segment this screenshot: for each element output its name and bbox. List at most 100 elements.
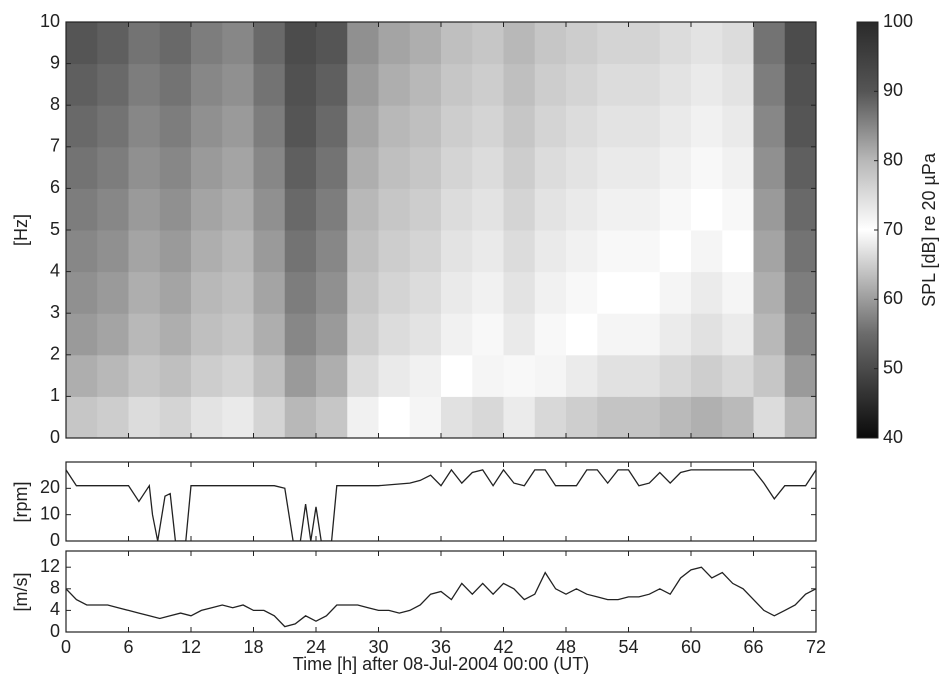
x-tick-label: 6 bbox=[123, 637, 133, 657]
y-tick-label: 10 bbox=[40, 503, 60, 523]
heatmap-cell bbox=[597, 313, 629, 356]
heatmap-cell bbox=[566, 105, 598, 148]
heatmap-cell bbox=[691, 22, 723, 65]
heatmap-cell bbox=[159, 105, 192, 148]
heatmap-cell bbox=[659, 63, 692, 106]
heatmap-cell bbox=[253, 313, 286, 356]
heatmap-cell bbox=[753, 313, 786, 356]
heatmap-cell bbox=[503, 230, 536, 273]
heatmap-cell bbox=[784, 313, 816, 356]
heatmap-cell bbox=[441, 105, 473, 148]
heatmap-cell bbox=[159, 313, 192, 356]
heatmap-cell bbox=[66, 230, 98, 273]
plot-frame bbox=[65, 461, 817, 542]
line-series bbox=[66, 468, 816, 541]
heatmap-cell bbox=[97, 188, 129, 231]
heatmap-cell bbox=[534, 188, 567, 231]
heatmap-cell bbox=[628, 105, 661, 148]
heatmap-cell bbox=[472, 313, 504, 356]
x-tick-label: 66 bbox=[743, 637, 763, 657]
heatmap-cell bbox=[503, 63, 536, 106]
heatmap-cell bbox=[284, 271, 317, 314]
x-axis-label: Time [h] after 08-Jul-2004 00:00 (UT) bbox=[293, 654, 589, 674]
heatmap-cell bbox=[378, 354, 411, 397]
heatmap-cell bbox=[409, 63, 442, 106]
heatmap-cell bbox=[159, 188, 192, 231]
heatmap-cell bbox=[659, 271, 692, 314]
heatmap-cell bbox=[691, 271, 723, 314]
heatmap-cell bbox=[722, 63, 754, 106]
y-tick-label: 3 bbox=[50, 302, 60, 322]
heatmap-cell bbox=[441, 146, 473, 189]
x-tick-label: 36 bbox=[431, 637, 451, 657]
colorbar-tick-label: 90 bbox=[883, 80, 903, 100]
heatmap-cell bbox=[222, 188, 254, 231]
heatmap-cell bbox=[191, 188, 223, 231]
heatmap-cell bbox=[97, 63, 129, 106]
heatmap-cell bbox=[316, 271, 348, 314]
heatmap-cell bbox=[753, 22, 786, 65]
heatmap-cell bbox=[753, 230, 786, 273]
heatmap-cell bbox=[722, 313, 754, 356]
heatmap-cell bbox=[378, 313, 411, 356]
heatmap-cell bbox=[722, 22, 754, 65]
heatmap-cell bbox=[722, 230, 754, 273]
heatmap-cell bbox=[159, 63, 192, 106]
heatmap-cell bbox=[128, 146, 161, 189]
heatmap-cell bbox=[347, 105, 379, 148]
colorbar-tick-label: 60 bbox=[883, 288, 903, 308]
heatmap-cell bbox=[66, 188, 98, 231]
y-tick-label: 0 bbox=[50, 530, 60, 550]
heatmap-cell bbox=[441, 313, 473, 356]
line-series bbox=[66, 566, 816, 628]
x-tick-label: 30 bbox=[368, 637, 388, 657]
heatmap-cell bbox=[691, 105, 723, 148]
heatmap-cell bbox=[784, 146, 816, 189]
heatmap-cell bbox=[503, 188, 536, 231]
heatmap-cell bbox=[378, 188, 411, 231]
heatmap-cell bbox=[691, 313, 723, 356]
heatmap-cell bbox=[691, 63, 723, 106]
heatmap-cell bbox=[753, 188, 786, 231]
heatmap-cell bbox=[628, 230, 661, 273]
heatmap-cell bbox=[503, 354, 536, 397]
heatmap-cell bbox=[503, 146, 536, 189]
heatmap-cell bbox=[347, 22, 379, 65]
heatmap-cell bbox=[722, 105, 754, 148]
heatmap-cell bbox=[378, 271, 411, 314]
heatmap-cell bbox=[97, 271, 129, 314]
heatmap-cell bbox=[347, 271, 379, 314]
heatmap-cell bbox=[97, 230, 129, 273]
heatmap-cell bbox=[284, 313, 317, 356]
heatmap-cell bbox=[597, 63, 629, 106]
heatmap-cell bbox=[97, 146, 129, 189]
y-tick-label: 12 bbox=[40, 556, 60, 576]
heatmap-cell bbox=[222, 230, 254, 273]
heatmap-cell bbox=[597, 230, 629, 273]
heatmap-cell bbox=[284, 146, 317, 189]
heatmap-cell bbox=[409, 22, 442, 65]
heatmap-cell bbox=[472, 230, 504, 273]
heatmap-cell bbox=[472, 105, 504, 148]
heatmap-cell bbox=[441, 271, 473, 314]
y-tick-label: 0 bbox=[50, 427, 60, 447]
heatmap-cell bbox=[66, 63, 98, 106]
y-tick-label: 8 bbox=[50, 94, 60, 114]
heatmap-cell bbox=[534, 63, 567, 106]
heatmap-cell bbox=[159, 146, 192, 189]
heatmap-cell bbox=[128, 22, 161, 65]
heatmap-cell bbox=[222, 146, 254, 189]
heatmap-cell bbox=[472, 271, 504, 314]
y-tick-label: 0 bbox=[50, 621, 60, 641]
heatmap-cell bbox=[659, 396, 692, 438]
heatmap-cell bbox=[753, 105, 786, 148]
heatmap-cell bbox=[409, 396, 442, 438]
heatmap-cell bbox=[691, 230, 723, 273]
heatmap-cell bbox=[503, 22, 536, 65]
heatmap-cell bbox=[659, 188, 692, 231]
heatmap-cell bbox=[222, 271, 254, 314]
heatmap-cell bbox=[316, 230, 348, 273]
heatmap-cell bbox=[566, 230, 598, 273]
heatmap-cell bbox=[159, 396, 192, 438]
heatmap-cell bbox=[66, 354, 98, 397]
